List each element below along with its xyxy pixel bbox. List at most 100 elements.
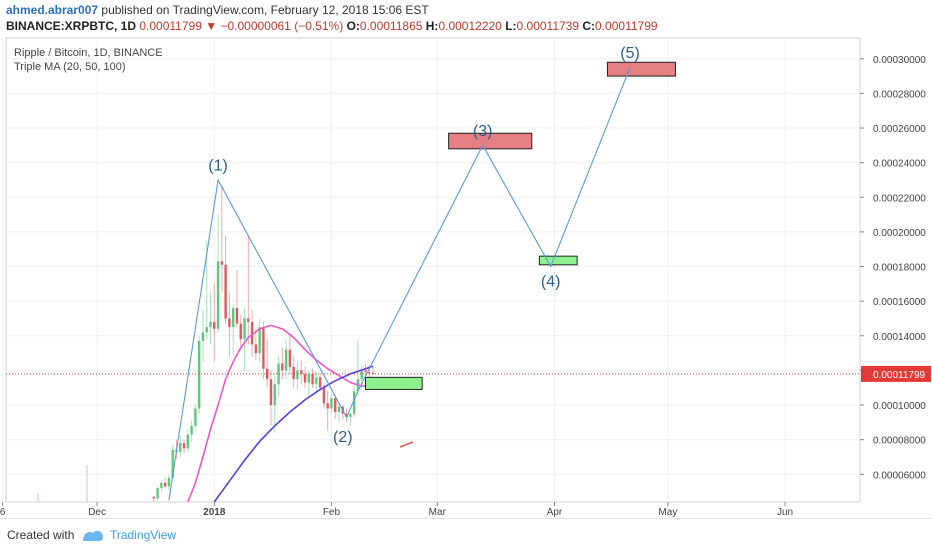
legend-title: Ripple / Bitcoin, 1D, BINANCE — [14, 47, 163, 59]
candle-up — [216, 261, 220, 329]
last-price: 0.00011799 — [139, 19, 202, 33]
candle-up — [307, 373, 310, 383]
x-tick-label: Jun — [777, 507, 793, 518]
candle-up — [296, 370, 299, 380]
wave-mark — [399, 441, 414, 448]
candle-down — [239, 323, 242, 340]
x-tick-label: Dec — [88, 507, 106, 518]
y-tick-label: 0.00028000 — [873, 89, 926, 100]
candle-down — [345, 413, 348, 418]
plot-frame — [5, 37, 861, 503]
candle-up — [194, 408, 197, 426]
wave-label: (3) — [473, 123, 493, 140]
candle-down — [152, 496, 155, 499]
elliott-wave-path — [168, 67, 631, 501]
candle-down — [235, 308, 239, 324]
entry-zone — [538, 255, 578, 266]
candle-down — [163, 482, 167, 487]
series-group — [37, 61, 676, 502]
candle-up — [179, 443, 182, 452]
candle-down — [228, 318, 231, 328]
open-label: O: — [346, 19, 360, 33]
candle-down — [250, 321, 254, 345]
entry-zone — [364, 376, 423, 390]
candle-up — [231, 308, 235, 328]
legend-indicator: Triple MA (20, 50, 100) — [14, 61, 126, 73]
candle-up — [197, 340, 201, 409]
last-price-tag — [861, 365, 931, 382]
y-tick-label: 0.00018000 — [873, 263, 926, 274]
candle-down — [334, 398, 337, 412]
candle-down — [311, 373, 314, 385]
candle-up — [167, 477, 171, 487]
price-change: −0.00000061 (−0.51%) — [220, 19, 344, 33]
y-tick-label: 0.00008000 — [873, 436, 926, 447]
wave-label: (5) — [620, 45, 640, 62]
candle-up — [337, 406, 341, 412]
candle-down — [262, 327, 265, 369]
candle-up — [349, 413, 352, 418]
ma-slow-line — [213, 365, 374, 502]
tradingview-brand[interactable]: TradingView — [110, 528, 177, 542]
symbol-label: BINANCE:XRPBTC, 1D — [6, 19, 137, 33]
y-tick-label: 0.00006000 — [873, 470, 926, 481]
candle-up — [284, 349, 288, 371]
candle-down — [318, 377, 322, 388]
x-tick-label: Feb — [323, 507, 341, 518]
y-tick-label: 0.00026000 — [873, 124, 926, 135]
chart-legend: Ripple / Bitcoin, 1D, BINANCE Triple MA … — [14, 46, 163, 74]
candle-down — [303, 373, 307, 383]
candle-up — [160, 482, 163, 489]
high-label: H: — [425, 19, 439, 33]
candle-down — [224, 264, 227, 319]
x-tick-label: May — [658, 507, 677, 518]
candle-up — [352, 391, 356, 414]
footer: Created with TradingView — [0, 518, 932, 551]
candle-down — [288, 349, 292, 367]
candle-up — [258, 327, 261, 354]
wave-label: (4) — [541, 273, 561, 290]
candle-up — [201, 332, 205, 341]
candle-up — [360, 370, 363, 380]
candle-down — [182, 443, 186, 449]
y-tick-label: 0.00030000 — [873, 55, 926, 66]
candle-up — [209, 321, 212, 328]
candle-up — [186, 434, 190, 449]
high-value: 0.00012220 — [438, 19, 502, 33]
candle-down — [322, 387, 326, 404]
y-tick-label: 0.00014000 — [873, 332, 926, 343]
candle-up — [273, 384, 276, 406]
created-with-label: Created with — [7, 528, 75, 542]
tradingview-logo-icon — [83, 530, 103, 541]
close-label: C: — [582, 19, 596, 33]
y-tick-label: 0.00022000 — [873, 193, 926, 204]
wave-label: (1) — [208, 157, 228, 174]
candle-up — [171, 450, 174, 478]
price-chart[interactable]: 0.00030000 0.00028000 0.00026000 0.00024000… — [0, 0, 932, 518]
candle-down — [213, 321, 216, 329]
ma-fast-line — [187, 324, 373, 502]
quote-line: BINANCE:XRPBTC, 1D 0.00011799 ▼ −0.00000… — [6, 19, 658, 33]
published-text: published on TradingView.com, February 1… — [101, 3, 429, 17]
chart-header: ahmed.abrar007 published on TradingView.… — [0, 0, 932, 36]
candle-down — [281, 363, 284, 371]
candle-down — [364, 370, 367, 373]
last-price-tag-label: 0.00011799 — [873, 370, 926, 381]
candle-up — [205, 327, 208, 333]
open-value: 0.00011865 — [359, 19, 423, 33]
target-zone — [606, 61, 676, 77]
low-label: L: — [505, 19, 517, 33]
candle-up — [277, 363, 280, 385]
y-tick-label: 0.00010000 — [873, 401, 926, 412]
candle-down — [220, 261, 224, 265]
candle-up — [330, 398, 333, 409]
wave-label: (2) — [333, 429, 353, 446]
candle-up — [243, 318, 246, 340]
x-tick-label: Mar — [429, 507, 447, 518]
x-tick-label: Apr — [547, 507, 563, 518]
candle-down — [300, 370, 303, 374]
publish-line: ahmed.abrar007 published on TradingView.… — [6, 3, 429, 17]
author-link[interactable]: ahmed.abrar007 — [6, 3, 99, 17]
y-tick-label: 0.00020000 — [873, 228, 926, 239]
candle-down — [371, 372, 375, 374]
